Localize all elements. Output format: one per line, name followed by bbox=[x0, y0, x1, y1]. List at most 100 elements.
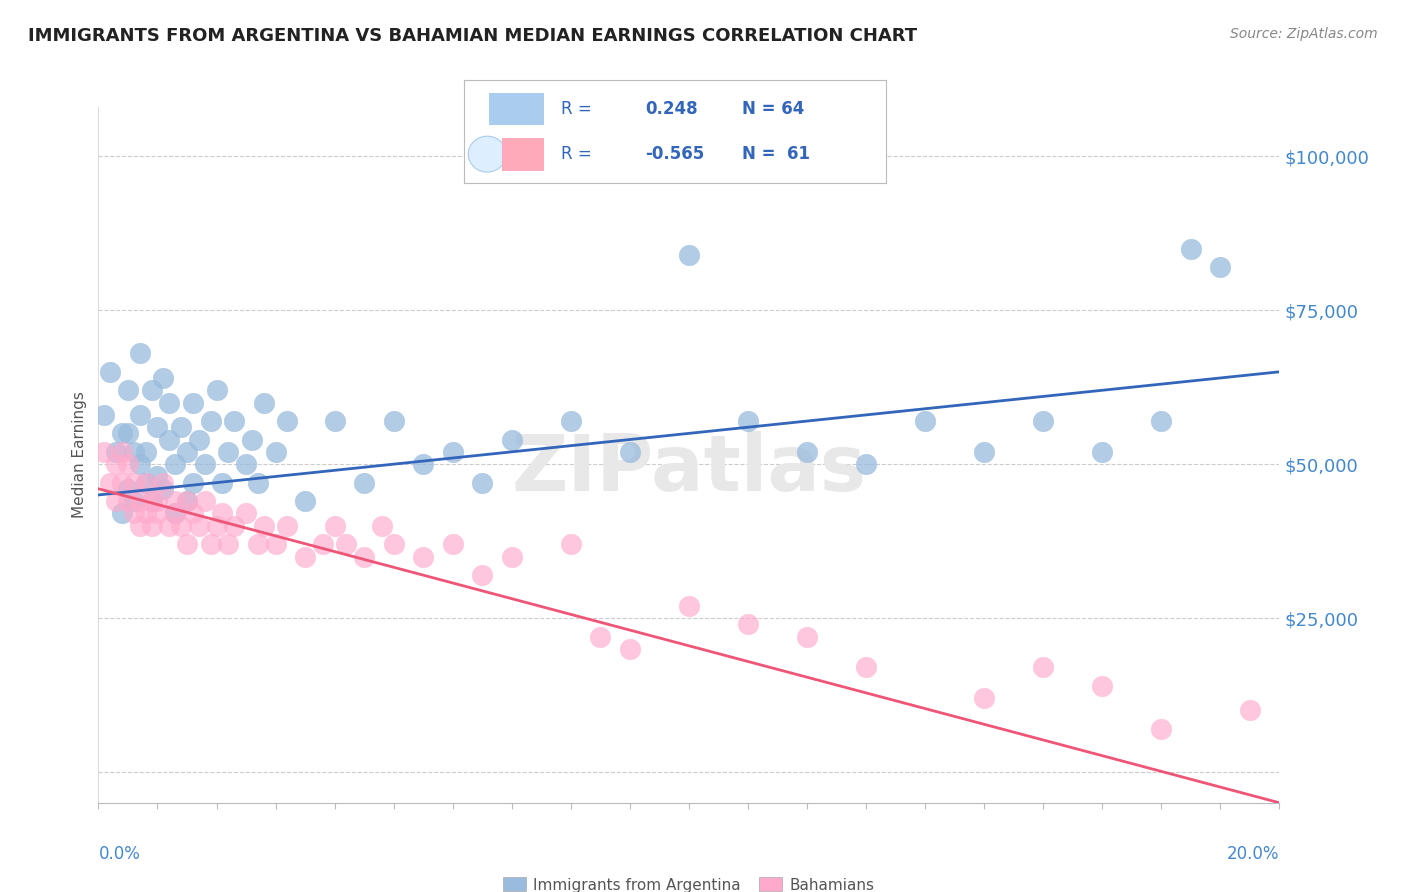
Legend: Immigrants from Argentina, Bahamians: Immigrants from Argentina, Bahamians bbox=[503, 878, 875, 892]
Point bbox=[122, 507, 145, 521]
Point bbox=[501, 433, 523, 447]
Point bbox=[382, 537, 405, 551]
Point bbox=[217, 445, 239, 459]
Point bbox=[176, 494, 198, 508]
Point bbox=[246, 475, 269, 490]
Point bbox=[619, 641, 641, 656]
Point bbox=[146, 494, 169, 508]
Point bbox=[128, 408, 150, 422]
Point bbox=[240, 433, 263, 447]
Point bbox=[157, 518, 180, 533]
Point bbox=[1239, 703, 1261, 717]
Point bbox=[235, 507, 257, 521]
Point bbox=[855, 660, 877, 674]
Text: 0.0%: 0.0% bbox=[98, 845, 141, 863]
Point bbox=[194, 457, 217, 471]
Point bbox=[737, 617, 759, 632]
Point bbox=[211, 507, 233, 521]
Point bbox=[371, 518, 394, 533]
Point bbox=[973, 691, 995, 706]
Point bbox=[412, 457, 434, 471]
Point bbox=[1091, 445, 1114, 459]
Point bbox=[122, 494, 145, 508]
Point bbox=[157, 395, 180, 409]
Point bbox=[678, 248, 700, 262]
Point bbox=[253, 395, 276, 409]
Point bbox=[194, 494, 217, 508]
Point bbox=[117, 482, 139, 496]
Point bbox=[176, 494, 198, 508]
Text: IMMIGRANTS FROM ARGENTINA VS BAHAMIAN MEDIAN EARNINGS CORRELATION CHART: IMMIGRANTS FROM ARGENTINA VS BAHAMIAN ME… bbox=[28, 27, 917, 45]
Point bbox=[141, 384, 163, 398]
Point bbox=[93, 445, 115, 459]
Point bbox=[1032, 660, 1054, 674]
Text: R =: R = bbox=[561, 100, 592, 118]
Point bbox=[165, 457, 187, 471]
Point bbox=[128, 346, 150, 360]
Text: N =  61: N = 61 bbox=[742, 145, 810, 163]
Point bbox=[176, 537, 198, 551]
Point bbox=[312, 537, 335, 551]
Point bbox=[128, 494, 150, 508]
Point bbox=[165, 507, 187, 521]
Point bbox=[560, 414, 582, 428]
Point bbox=[914, 414, 936, 428]
Point bbox=[323, 414, 346, 428]
Text: R =: R = bbox=[561, 145, 592, 163]
FancyBboxPatch shape bbox=[489, 93, 544, 126]
Text: 20.0%: 20.0% bbox=[1227, 845, 1279, 863]
Point bbox=[176, 445, 198, 459]
Point bbox=[1091, 679, 1114, 693]
Point bbox=[181, 475, 204, 490]
FancyBboxPatch shape bbox=[502, 137, 544, 170]
Point bbox=[152, 482, 174, 496]
Point bbox=[224, 518, 246, 533]
Point bbox=[146, 507, 169, 521]
Point bbox=[224, 414, 246, 428]
Y-axis label: Median Earnings: Median Earnings bbox=[72, 392, 87, 518]
Text: Source: ZipAtlas.com: Source: ZipAtlas.com bbox=[1230, 27, 1378, 41]
Point bbox=[412, 549, 434, 564]
Point bbox=[678, 599, 700, 613]
Point bbox=[135, 445, 157, 459]
Point bbox=[111, 445, 134, 459]
Point bbox=[135, 507, 157, 521]
Point bbox=[619, 445, 641, 459]
Point bbox=[117, 457, 139, 471]
Point bbox=[276, 414, 298, 428]
Point bbox=[117, 494, 139, 508]
Point bbox=[294, 494, 316, 508]
Point bbox=[170, 420, 193, 434]
Point bbox=[122, 445, 145, 459]
Point bbox=[98, 475, 121, 490]
Point bbox=[382, 414, 405, 428]
Point bbox=[111, 426, 134, 441]
Text: 0.248: 0.248 bbox=[645, 100, 697, 118]
Point bbox=[146, 420, 169, 434]
Point bbox=[93, 408, 115, 422]
Point bbox=[323, 518, 346, 533]
Point bbox=[1150, 414, 1173, 428]
Point bbox=[855, 457, 877, 471]
Point bbox=[187, 433, 209, 447]
Text: -0.565: -0.565 bbox=[645, 145, 704, 163]
Point bbox=[471, 475, 494, 490]
Text: ZIPatlas: ZIPatlas bbox=[512, 431, 866, 507]
Point bbox=[205, 518, 228, 533]
Point bbox=[122, 475, 145, 490]
Point bbox=[235, 457, 257, 471]
Point bbox=[353, 475, 375, 490]
Point bbox=[135, 475, 157, 490]
Point bbox=[264, 537, 287, 551]
Point bbox=[181, 507, 204, 521]
Text: N = 64: N = 64 bbox=[742, 100, 804, 118]
Point bbox=[560, 537, 582, 551]
Point bbox=[211, 475, 233, 490]
Point bbox=[152, 371, 174, 385]
Point bbox=[205, 384, 228, 398]
Point bbox=[335, 537, 357, 551]
Point bbox=[105, 445, 128, 459]
Point bbox=[111, 507, 134, 521]
Point bbox=[111, 475, 134, 490]
Point bbox=[146, 469, 169, 483]
